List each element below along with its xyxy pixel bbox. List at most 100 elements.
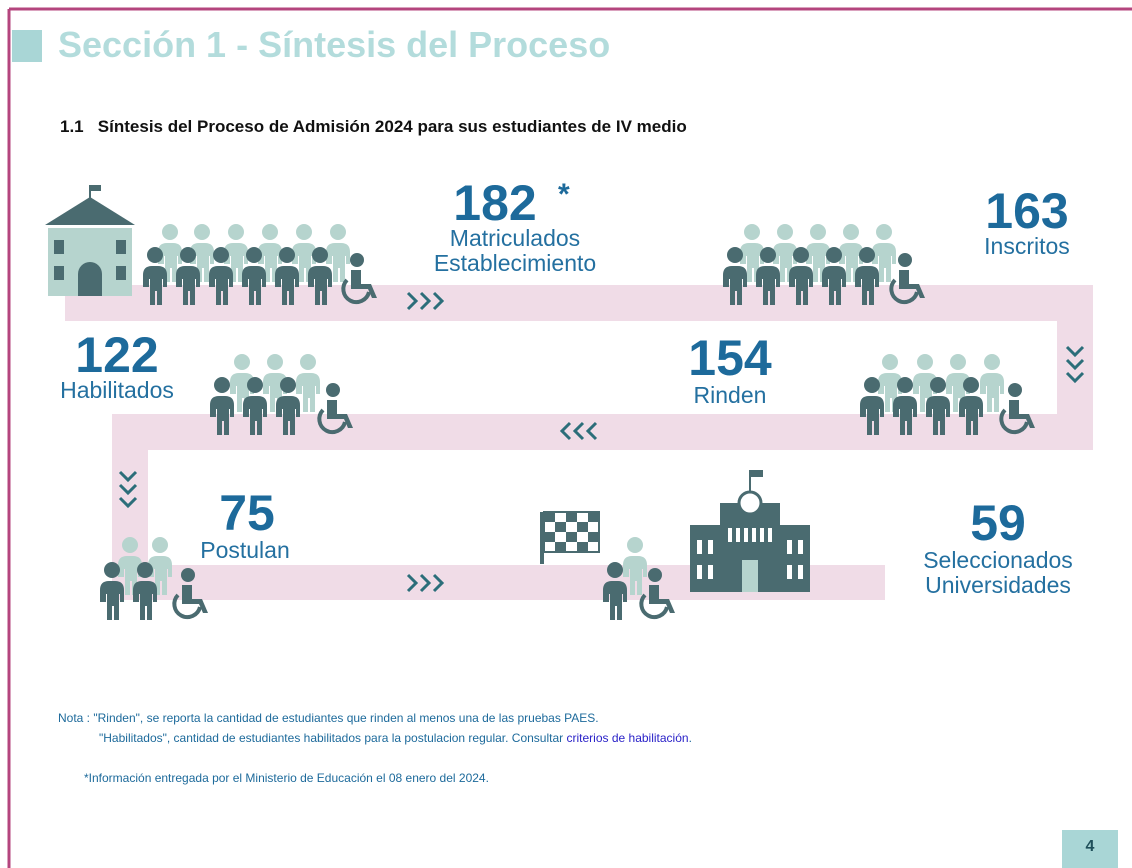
school-window bbox=[116, 240, 126, 254]
flag-square bbox=[544, 512, 555, 522]
stage-label: Postulan bbox=[200, 537, 290, 563]
stage-label: Seleccionados Universidades bbox=[893, 548, 1103, 598]
person-head bbox=[312, 247, 328, 263]
uni-window bbox=[787, 540, 792, 554]
wheel-head bbox=[350, 253, 364, 267]
person-head bbox=[147, 247, 163, 263]
person-body bbox=[176, 266, 200, 305]
stage-number: 182 bbox=[453, 175, 537, 231]
school-flagpole bbox=[89, 185, 91, 199]
flag-square bbox=[588, 512, 599, 522]
person-head bbox=[247, 377, 263, 393]
subtitle: 1.1 Síntesis del Proceso de Admisión 202… bbox=[60, 117, 687, 136]
stage-label: Inscritos bbox=[984, 233, 1070, 259]
person-head bbox=[137, 562, 153, 578]
flag-square bbox=[555, 542, 566, 552]
person-head bbox=[727, 247, 743, 263]
wheel-body bbox=[351, 270, 377, 298]
label-line: Matriculados bbox=[449, 225, 581, 251]
label-line: Universidades bbox=[925, 572, 1071, 598]
wheel bbox=[341, 278, 371, 305]
page-number: 4 bbox=[1085, 838, 1095, 855]
wheel-head bbox=[181, 568, 195, 582]
wheel-body bbox=[182, 585, 208, 613]
person-head bbox=[810, 224, 826, 240]
note-line: Nota : "Rinden", se reporta la cantidad … bbox=[58, 711, 599, 725]
stage-number: 154 bbox=[688, 330, 772, 386]
person-head bbox=[897, 377, 913, 393]
flag-square bbox=[566, 532, 577, 542]
person-body bbox=[209, 266, 233, 305]
note-end: . bbox=[688, 731, 692, 745]
wheel-body bbox=[1009, 400, 1035, 428]
uni-window bbox=[798, 540, 803, 554]
uni-window bbox=[708, 565, 713, 579]
link[interactable]: criterios de habilitación bbox=[566, 731, 689, 745]
flag-square bbox=[555, 522, 566, 532]
person-body bbox=[224, 243, 248, 282]
person-body bbox=[190, 243, 214, 282]
stage-label: Habilitados bbox=[60, 377, 174, 403]
uni-window bbox=[798, 565, 803, 579]
wheel bbox=[889, 278, 919, 305]
stage-number: 163 bbox=[985, 183, 1069, 239]
stage-label: Matriculados Establecimiento bbox=[400, 226, 630, 276]
person-head bbox=[793, 247, 809, 263]
person-head bbox=[279, 247, 295, 263]
uni-window bbox=[768, 528, 772, 542]
person-body bbox=[893, 396, 917, 435]
person-head bbox=[843, 224, 859, 240]
wheel-head bbox=[898, 253, 912, 267]
person-body bbox=[926, 396, 950, 435]
person-head bbox=[213, 247, 229, 263]
person-body bbox=[872, 243, 896, 282]
uni-flagpole bbox=[749, 470, 751, 492]
person-body bbox=[158, 243, 182, 282]
person-head bbox=[194, 224, 210, 240]
wheel-body bbox=[649, 585, 675, 613]
person-body bbox=[276, 396, 300, 435]
icons bbox=[45, 185, 1035, 620]
person-head bbox=[882, 354, 898, 370]
asterisk: * bbox=[558, 178, 570, 211]
stage-number: 75 bbox=[219, 485, 275, 541]
person-body bbox=[855, 266, 879, 305]
school-window bbox=[54, 266, 64, 280]
person-body bbox=[210, 396, 234, 435]
person-head bbox=[152, 537, 168, 553]
flag-square bbox=[577, 522, 588, 532]
person-head bbox=[180, 247, 196, 263]
person-head bbox=[300, 354, 316, 370]
person-head bbox=[267, 354, 283, 370]
person-head bbox=[262, 224, 278, 240]
person-body bbox=[133, 581, 157, 620]
title-square bbox=[12, 30, 42, 62]
wheel-head bbox=[648, 568, 662, 582]
person-body bbox=[100, 581, 124, 620]
person-body bbox=[326, 243, 350, 282]
person-body bbox=[860, 396, 884, 435]
person-head bbox=[930, 377, 946, 393]
uni-door bbox=[742, 560, 758, 592]
flag-square bbox=[544, 532, 555, 542]
label-line: Seleccionados bbox=[923, 547, 1073, 573]
person-head bbox=[744, 224, 760, 240]
person-body bbox=[148, 556, 172, 595]
uni-clock bbox=[737, 490, 763, 516]
person-body bbox=[959, 396, 983, 435]
uni-window bbox=[728, 528, 732, 542]
note-line: "Habilitados", cantidad de estudiantes h… bbox=[99, 731, 692, 745]
person-head bbox=[228, 224, 244, 240]
person-head bbox=[859, 247, 875, 263]
uni-window bbox=[787, 565, 792, 579]
school-door bbox=[78, 262, 102, 296]
school-window bbox=[116, 266, 126, 280]
person-head bbox=[984, 354, 1000, 370]
person-body bbox=[275, 266, 299, 305]
chevrons bbox=[118, 291, 1085, 593]
wheel-head bbox=[1008, 383, 1022, 397]
person-body bbox=[756, 266, 780, 305]
uni-window bbox=[752, 528, 756, 542]
school-window bbox=[54, 240, 64, 254]
